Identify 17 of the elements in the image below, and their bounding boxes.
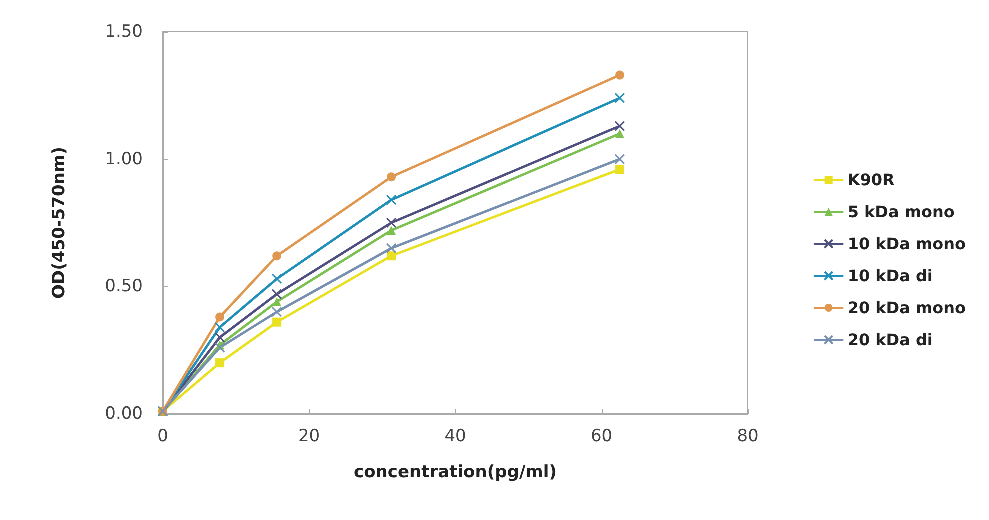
x-tick-label: 40 (444, 426, 466, 446)
x-tick-label: 80 (737, 426, 759, 446)
legend-label: 10 kDa di (848, 266, 933, 286)
legend-label: 5 kDa mono (848, 202, 955, 222)
x-tick-label: 0 (158, 426, 168, 446)
legend-label: 20 kDa mono (848, 298, 966, 318)
y-tick-label: 0.00 (105, 404, 143, 424)
y-tick-label: 1.00 (105, 149, 143, 170)
legend-label: K90R (848, 170, 895, 190)
x-tick-label: 60 (590, 426, 613, 446)
legend-label: 10 kDa mono (848, 234, 966, 254)
y-tick-label: 1.50 (105, 22, 143, 42)
y-axis-title: OD(450-570nm) (50, 147, 70, 299)
legend-label: 20 kDa di (848, 330, 933, 350)
x-tick-label: 20 (298, 426, 320, 446)
x-axis-title: concentration(pg/ml) (354, 462, 557, 482)
y-tick-label: 0.50 (105, 276, 143, 297)
